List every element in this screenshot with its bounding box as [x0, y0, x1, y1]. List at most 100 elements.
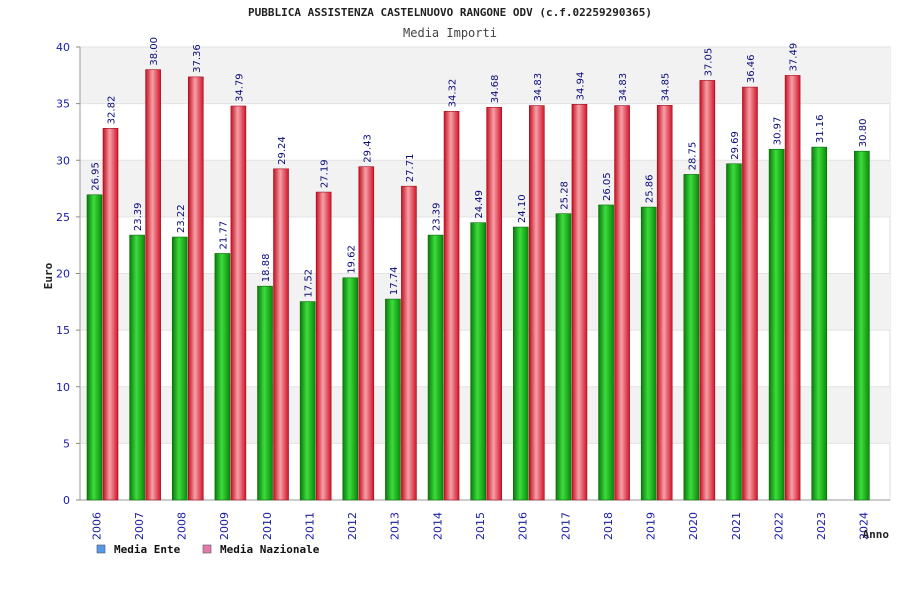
bar-media-ente-2006	[86, 194, 103, 501]
bar-media-nazionale-2013	[401, 185, 417, 501]
label-media-ente-2006: 26.95	[91, 162, 102, 191]
label-media-nazionale-2011: 27.19	[320, 159, 331, 188]
x-tick-label-2022: 2022	[772, 512, 785, 540]
x-tick-label-2020: 2020	[687, 512, 700, 540]
bar-media-ente-2023	[811, 146, 828, 501]
x-tick-label-2018: 2018	[602, 512, 615, 540]
label-media-nazionale-2013: 27.71	[405, 154, 416, 183]
bar-media-nazionale-2012	[358, 166, 375, 501]
label-media-nazionale-2006: 32.82	[107, 96, 118, 125]
label-media-nazionale-2014: 34.32	[448, 79, 459, 108]
label-media-ente-2009: 21.77	[218, 221, 229, 250]
label-media-nazionale-2017: 34.94	[575, 72, 586, 101]
bar-media-nazionale-2021	[742, 86, 758, 501]
legend-swatch-media-nazionale	[202, 544, 212, 554]
label-media-nazionale-2018: 34.83	[618, 73, 629, 102]
label-media-nazionale-2010: 29.24	[277, 136, 288, 165]
x-tick-label-2007: 2007	[133, 512, 146, 540]
label-media-nazionale-2008: 37.36	[192, 44, 203, 73]
bar-media-ente-2010	[257, 285, 273, 501]
x-tick-label-2023: 2023	[815, 512, 828, 540]
label-media-ente-2014: 23.39	[432, 202, 443, 231]
bar-media-nazionale-2009	[230, 105, 247, 501]
x-tick-label-2011: 2011	[303, 512, 316, 540]
bar-media-nazionale-2011	[315, 191, 332, 501]
x-tick-label-2016: 2016	[517, 512, 530, 540]
bar-media-ente-2013	[385, 298, 401, 501]
label-media-nazionale-2015: 34.68	[490, 75, 501, 104]
label-media-ente-2021: 29.69	[730, 131, 741, 160]
x-tick-label-2010: 2010	[261, 512, 274, 540]
x-tick-label-2019: 2019	[645, 512, 658, 540]
y-tick-label: 35	[56, 98, 70, 111]
label-media-ente-2019: 25.86	[645, 174, 656, 203]
x-tick-label-2024: 2024	[858, 512, 871, 540]
bar-media-ente-2016	[513, 226, 529, 501]
bar-media-ente-2018	[598, 204, 614, 501]
bar-media-nazionale-2017	[571, 104, 588, 501]
bar-media-ente-2009	[214, 253, 231, 501]
bar-media-nazionale-2022	[784, 75, 801, 501]
y-tick-label: 0	[63, 494, 70, 507]
bar-media-ente-2012	[342, 277, 359, 501]
label-media-ente-2020: 28.75	[687, 142, 698, 171]
bar-media-nazionale-2019	[656, 105, 673, 501]
label-media-ente-2022: 30.97	[773, 117, 784, 146]
x-tick-label-2015: 2015	[474, 512, 487, 540]
legend: Media Ente Media Nazionale	[96, 543, 320, 556]
bar-media-nazionale-2007	[145, 69, 161, 501]
bar-media-ente-2021	[726, 163, 742, 501]
label-media-nazionale-2016: 34.83	[533, 73, 544, 102]
x-tick-label-2006: 2006	[90, 512, 103, 540]
y-tick-label: 30	[56, 154, 70, 167]
label-media-ente-2012: 19.62	[346, 245, 357, 274]
x-axis-ticks: 2006 2007 2008 2009 2010 2011 2012 2013 2014 2015…	[90, 512, 870, 540]
label-media-ente-2007: 23.39	[133, 202, 144, 231]
legend-swatch-media-ente	[96, 544, 106, 554]
label-media-nazionale-2007: 38.00	[149, 37, 160, 66]
bar-media-nazionale-2020	[699, 80, 716, 501]
x-tick-label-2013: 2013	[389, 512, 402, 540]
data-labels: 26.95 32.82 23.39 38.00 23.22 37.36 21.77 34.79…	[91, 37, 869, 298]
bar-media-nazionale-2015	[486, 106, 502, 501]
bar-media-ente-2008	[171, 236, 188, 501]
y-tick-label: 20	[56, 268, 70, 281]
bar-media-nazionale-2010	[273, 168, 289, 501]
label-media-nazionale-2020: 37.05	[703, 48, 714, 77]
chart-title: PUBBLICA ASSISTENZA CASTELNUOVO RANGONE …	[248, 6, 652, 19]
label-media-nazionale-2022: 37.49	[789, 43, 800, 72]
x-tick-label-2012: 2012	[346, 512, 359, 540]
label-media-ente-2015: 24.49	[474, 190, 485, 219]
bar-media-ente-2017	[555, 213, 572, 501]
label-media-nazionale-2009: 34.79	[234, 73, 245, 102]
bar-media-nazionale-2016	[529, 105, 545, 501]
x-tick-label-2008: 2008	[176, 512, 189, 540]
x-tick-label-2014: 2014	[431, 512, 444, 540]
bar-media-nazionale-2006	[102, 128, 119, 501]
bar-media-nazionale-2018	[614, 105, 630, 501]
bar-media-nazionale-2008	[187, 76, 204, 501]
bar-media-ente-2014	[427, 234, 444, 501]
label-media-ente-2016: 24.10	[517, 194, 528, 223]
bar-media-ente-2024	[854, 150, 870, 501]
y-tick-label: 10	[56, 381, 70, 394]
bar-media-ente-2015	[470, 222, 486, 501]
label-media-ente-2008: 23.22	[176, 204, 187, 233]
legend-label-media-nazionale: Media Nazionale	[220, 543, 320, 556]
chart-subtitle: Media Importi	[403, 26, 497, 40]
label-media-ente-2018: 26.05	[602, 172, 613, 201]
label-media-nazionale-2021: 36.46	[746, 54, 757, 83]
bar-media-ente-2011	[299, 301, 316, 501]
label-media-ente-2010: 18.88	[261, 254, 272, 283]
bar-media-ente-2007	[129, 234, 145, 501]
y-tick-label: 40	[56, 41, 70, 54]
bars	[86, 69, 870, 501]
y-tick-label: 25	[56, 211, 70, 224]
label-media-ente-2013: 17.74	[389, 266, 400, 295]
x-tick-label-2017: 2017	[559, 512, 572, 540]
legend-label-media-ente: Media Ente	[114, 543, 181, 556]
y-tick-label: 5	[63, 437, 70, 450]
x-tick-label-2009: 2009	[218, 512, 231, 540]
label-media-ente-2024: 30.80	[858, 119, 869, 148]
